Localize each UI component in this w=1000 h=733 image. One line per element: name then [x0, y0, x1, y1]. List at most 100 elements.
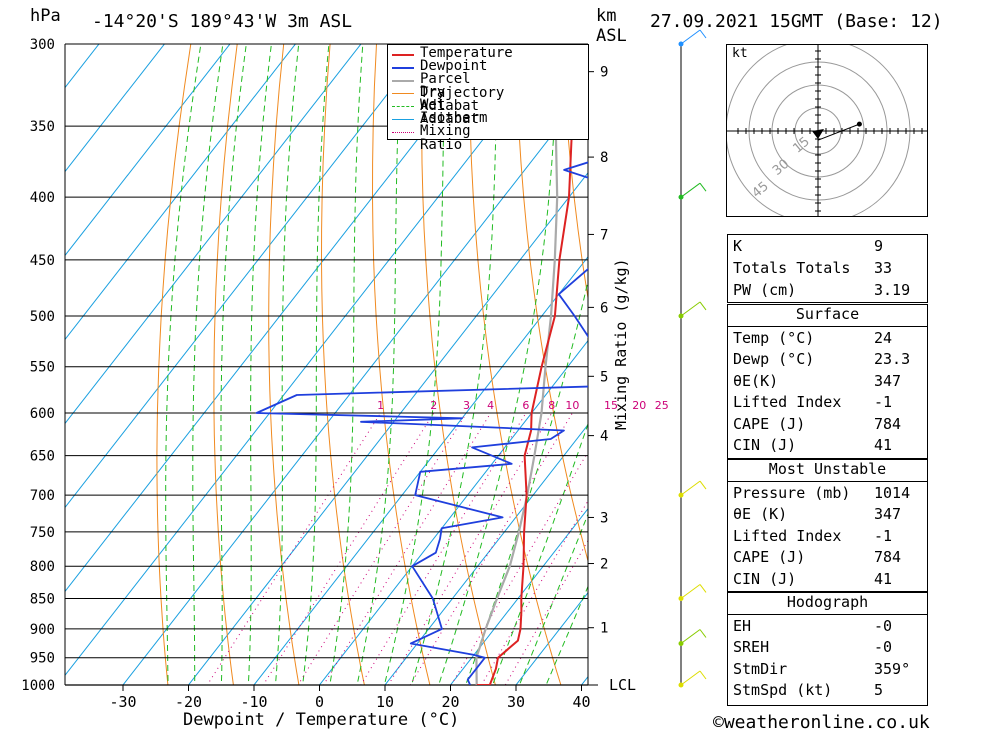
pressure-unit-label: hPa	[30, 6, 61, 26]
hodo-row-eh: EH -0	[733, 617, 893, 635]
x-axis-title: Dewpoint / Temperature (°C)	[183, 710, 460, 730]
dry-adiabat-line	[213, 44, 238, 685]
isotherm-line	[187, 171, 588, 685]
wind-barb-shaft	[680, 29, 701, 45]
mixing-ratio-line	[450, 450, 588, 685]
mixing-ratio-label: 1	[377, 399, 384, 412]
mixing-ratio-label: 25	[655, 399, 669, 412]
mixing-ratio-line	[480, 499, 588, 685]
hodograph-unit: kt	[732, 46, 748, 61]
isotherm-line	[449, 507, 588, 685]
wind-barb-flag	[699, 584, 707, 593]
wet-adiabat-line	[247, 44, 272, 685]
wind-barb-flag	[699, 480, 707, 490]
hodograph-table-title: Hodograph	[728, 592, 927, 615]
surface-row-dewp: Dewp (°C) 23.3	[733, 350, 911, 368]
hodograph-point	[856, 121, 862, 127]
mixing-ratio-line	[504, 539, 588, 685]
wind-barb-shaft	[680, 629, 701, 644]
isotherm-line	[65, 44, 362, 425]
isotherm-line	[65, 44, 166, 173]
mixing-ratio-label: 4	[487, 399, 494, 412]
mixing-ratio-label: 3	[463, 399, 470, 412]
temperature-tick-label: 40	[572, 693, 590, 711]
pressure-tick-label: 950	[30, 651, 55, 667]
surface-row-cin: CIN (J) 41	[733, 436, 893, 454]
km-unit-label: km	[596, 6, 617, 26]
wind-barb-flag	[699, 629, 707, 638]
mixing-ratio-label: 6	[522, 399, 529, 412]
hodo-row-stmdir: StmDir 359°	[733, 660, 911, 678]
mu-row-lifted-index: Lifted Index -1	[733, 527, 893, 545]
pressure-tick-label: 700	[30, 488, 55, 504]
pressure-tick-label: 500	[30, 309, 55, 325]
surface-row-lifted-index: Lifted Index -1	[733, 393, 893, 411]
altitude-tick-label: 3	[600, 510, 608, 526]
wet-adiabat-line	[192, 44, 224, 685]
hodograph-ring-label: 15	[790, 134, 812, 156]
temperature-tick-label: 0	[315, 693, 324, 711]
temperature-line	[476, 44, 574, 685]
wind-barb-shaft	[680, 182, 701, 198]
location-title: -14°20'S 189°43'W 3m ASL	[92, 11, 353, 32]
mu-row-cin: CIN (J) 41	[733, 570, 893, 588]
altitude-tick-label: 8	[600, 150, 608, 166]
mixing-ratio-line	[387, 412, 553, 685]
datetime-title: 27.09.2021 15GMT (Base: 12)	[650, 11, 943, 32]
dry-adiabat-line	[156, 44, 192, 685]
pressure-tick-label: 550	[30, 360, 55, 376]
footer-site: weatheronline.co.uk	[723, 712, 930, 733]
surface-table: Surface Temp (°C) 24 Dewp (°C) 23.3 θE(K) 3…	[727, 304, 928, 459]
wind-barb-flag	[699, 301, 707, 311]
temperature-tick-label: -30	[109, 693, 136, 711]
altitude-tick-label: 6	[600, 300, 608, 316]
wet-adiabat-line	[165, 44, 202, 685]
wind-barb-flag	[699, 29, 707, 39]
temperature-tick-label: 30	[507, 693, 525, 711]
mixing-ratio-label: 20	[632, 399, 646, 412]
pressure-tick-label: 400	[30, 190, 55, 206]
wet-adiabat-line	[274, 44, 300, 685]
pressure-tick-label: 800	[30, 559, 55, 575]
index-row-pw: PW (cm) 3.19	[733, 281, 911, 299]
altitude-tick-label: 5	[600, 369, 608, 385]
wind-barb-shaft	[680, 480, 701, 496]
dry-adiabat-line	[561, 44, 588, 301]
mixing-ratio-label: 8	[548, 399, 555, 412]
isotherm-line	[65, 44, 297, 341]
wet-adiabat-line	[302, 44, 330, 685]
dry-adiabat-line	[320, 44, 365, 685]
hodo-row-sreh: SREH -0	[733, 638, 893, 656]
wind-barb-shaft	[680, 584, 701, 599]
altitude-tick-label: 7	[600, 227, 608, 243]
altitude-tick-label: 2	[600, 557, 608, 573]
wind-barb-shaft	[680, 301, 701, 317]
mixing-ratio-label: 10	[565, 399, 579, 412]
mu-row-cape: CAPE (J) 784	[733, 548, 902, 566]
altitude-tick-label: 4	[600, 429, 608, 445]
isotherm-line	[318, 339, 588, 685]
temperature-tick-label: -20	[175, 693, 202, 711]
pressure-tick-label: 1000	[21, 678, 55, 694]
mu-row-pressure: Pressure (mb) 1014	[733, 484, 911, 502]
temperature-tick-label: 20	[441, 693, 459, 711]
pressure-tick-label: 350	[30, 119, 55, 135]
hodograph-panel: kt 15 30 45	[726, 44, 928, 217]
hodo-row-stmspd: StmSpd (kt) 5	[733, 681, 884, 699]
index-row-totals: Totals Totals 33	[733, 259, 893, 277]
most-unstable-title: Most Unstable	[728, 459, 927, 482]
isotherm-line	[65, 44, 100, 89]
wet-adiabat-line	[438, 44, 559, 685]
pressure-tick-label: 750	[30, 525, 55, 541]
surface-title: Surface	[728, 304, 927, 327]
wet-adiabat-line	[329, 44, 364, 685]
mixing-ratio-line	[262, 412, 435, 685]
parcel-trajectory-line	[475, 44, 559, 685]
dry-adiabat-line	[268, 44, 300, 685]
hodograph-ring-label: 45	[749, 179, 771, 201]
dry-adiabat-line	[957, 0, 1000, 711]
pressure-tick-label: 600	[30, 406, 55, 422]
